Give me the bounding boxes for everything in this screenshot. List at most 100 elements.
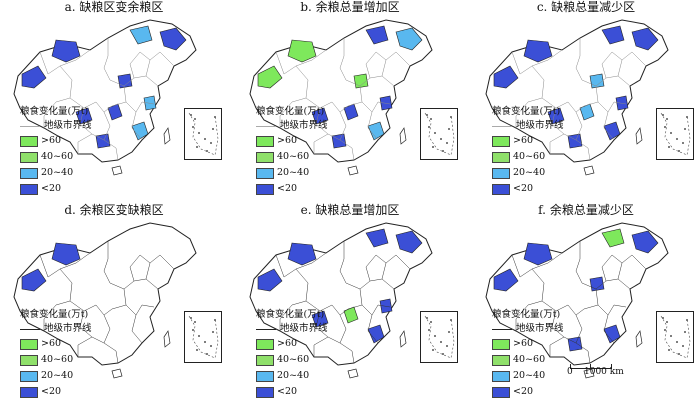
city-boundary bbox=[515, 97, 543, 128]
highlighted-region bbox=[365, 25, 389, 45]
highlighted-region bbox=[367, 121, 385, 141]
island bbox=[399, 127, 407, 145]
legend-class: 40~60 bbox=[20, 354, 92, 366]
legend-class: 20~40 bbox=[20, 167, 92, 179]
china-map bbox=[485, 19, 669, 176]
city-boundary bbox=[129, 51, 151, 79]
legend-class-label: 40~60 bbox=[277, 354, 310, 365]
china-map bbox=[249, 19, 433, 176]
legend-swatch bbox=[256, 183, 274, 195]
highlighted-region bbox=[547, 107, 565, 125]
legend-swatch bbox=[492, 338, 510, 350]
highlighted-region bbox=[523, 242, 553, 266]
boundary-line-symbol bbox=[256, 328, 276, 330]
island bbox=[347, 165, 359, 176]
legend-swatch bbox=[20, 167, 38, 179]
city-boundary bbox=[603, 111, 615, 141]
highlighted-region bbox=[567, 336, 583, 352]
city-boundary bbox=[511, 252, 563, 278]
map-legend: 粮食变化量(万t) 地级市界线 >60 40~60 20~40 <20 bbox=[492, 309, 564, 402]
city-boundary bbox=[365, 51, 387, 79]
legend-swatch bbox=[492, 167, 510, 179]
city-boundary bbox=[145, 51, 175, 77]
highlighted-region bbox=[51, 39, 81, 63]
legend-swatch bbox=[256, 135, 274, 147]
south-china-sea-inset bbox=[420, 108, 458, 160]
city-boundary bbox=[39, 252, 91, 278]
city-boundary bbox=[79, 310, 105, 344]
legend-title: 粮食变化量(万t) bbox=[256, 309, 325, 320]
boundary-line-label: 地级市界线 bbox=[280, 120, 328, 131]
highlighted-region bbox=[567, 133, 583, 149]
island bbox=[111, 165, 123, 176]
highlighted-region bbox=[493, 268, 519, 292]
city-boundary bbox=[79, 107, 105, 141]
highlighted-region bbox=[287, 39, 317, 63]
legend-class: >60 bbox=[492, 338, 564, 350]
legend-class: 20~40 bbox=[492, 370, 564, 382]
city-boundary bbox=[339, 38, 361, 87]
highlighted-region bbox=[257, 268, 283, 292]
legend-class: >60 bbox=[20, 135, 92, 147]
legend-class-label: >60 bbox=[277, 338, 298, 349]
highlighted-region bbox=[143, 95, 157, 111]
legend-boundary-line: 地级市界线 bbox=[256, 323, 328, 335]
panel-title: c. 缺粮总量减少区 bbox=[536, 0, 636, 14]
legend-title: 粮食变化量(万t) bbox=[492, 106, 561, 117]
legend-swatch bbox=[20, 338, 38, 350]
city-boundary bbox=[103, 241, 125, 290]
highlighted-region bbox=[631, 230, 659, 254]
legend-class-label: <20 bbox=[41, 183, 62, 194]
city-boundary bbox=[131, 314, 143, 344]
legend-swatch bbox=[492, 370, 510, 382]
boundary-line-label: 地级市界线 bbox=[44, 120, 92, 131]
panel-title: e. 缺粮总量增加区 bbox=[300, 203, 400, 217]
legend-class: <20 bbox=[20, 183, 92, 195]
china-map bbox=[13, 19, 197, 176]
legend-class: >60 bbox=[492, 135, 564, 147]
highlighted-region bbox=[311, 107, 329, 125]
city-boundary bbox=[381, 51, 411, 77]
highlighted-region bbox=[493, 65, 519, 89]
city-boundary bbox=[43, 300, 71, 331]
city-boundary bbox=[551, 107, 577, 141]
legend-swatch bbox=[492, 386, 510, 398]
legend-class-label: >60 bbox=[277, 135, 298, 146]
legend-class: 40~60 bbox=[256, 151, 328, 163]
city-boundary bbox=[77, 133, 93, 154]
highlighted-region bbox=[601, 228, 625, 248]
legend-class-label: 20~40 bbox=[41, 167, 74, 178]
legend-class: >60 bbox=[256, 338, 328, 350]
legend-class-label: 20~40 bbox=[41, 370, 74, 381]
panel-title: d. 余粮区变缺粮区 bbox=[64, 203, 164, 217]
city-boundary bbox=[145, 254, 175, 280]
highlighted-region bbox=[311, 310, 329, 328]
city-boundary bbox=[617, 254, 647, 280]
boundary-line-symbol bbox=[492, 328, 512, 330]
legend-boundary-line: 地级市界线 bbox=[492, 120, 564, 132]
legend-class-label: 40~60 bbox=[41, 151, 74, 162]
highlighted-region bbox=[395, 230, 423, 254]
highlighted-region bbox=[257, 65, 283, 89]
city-boundary bbox=[367, 111, 379, 141]
legend-swatch bbox=[20, 135, 38, 147]
boundary-line-label: 地级市界线 bbox=[44, 323, 92, 334]
city-boundary bbox=[39, 49, 91, 75]
island bbox=[583, 368, 595, 379]
legend-class: >60 bbox=[256, 135, 328, 147]
city-boundary bbox=[313, 336, 329, 357]
legend-class: <20 bbox=[256, 386, 328, 398]
legend-class-label: <20 bbox=[41, 386, 62, 397]
legend-class: 40~60 bbox=[492, 151, 564, 163]
city-boundary bbox=[315, 310, 341, 344]
china-map bbox=[485, 222, 669, 379]
legend-swatch bbox=[256, 338, 274, 350]
island bbox=[583, 165, 595, 176]
highlighted-region bbox=[379, 298, 393, 314]
city-boundary bbox=[515, 300, 543, 331]
scale-bar-line bbox=[570, 364, 612, 369]
map-panel-d: d. 余粮区变缺粮区 粮食变化量(万t) 地级市界线 >60 40~60 20~40 <20 bbox=[0, 203, 228, 398]
legend-class-label: 40~60 bbox=[41, 354, 74, 365]
highlighted-region bbox=[603, 121, 621, 141]
south-china-sea-inset bbox=[420, 311, 458, 363]
